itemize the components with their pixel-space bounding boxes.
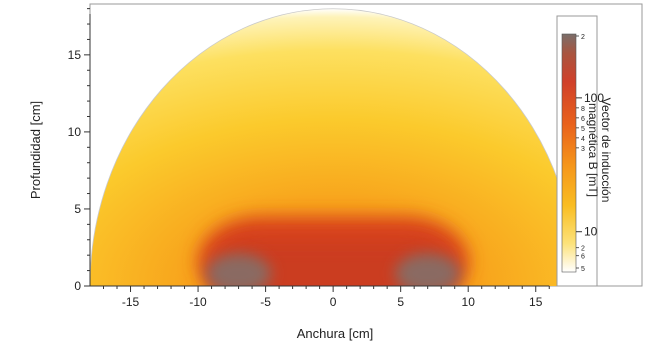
colorbar-minor-label: 4 (581, 136, 585, 143)
y-tick-label: 10 (68, 125, 82, 139)
colorbar-minor-label: 5 (581, 266, 585, 273)
colorbar-minor-label: 8 (581, 106, 585, 113)
colorbar-label-line-1: Vector de inducción (599, 98, 613, 203)
colorbar-minor-label: 2 (581, 246, 585, 253)
x-tick-label: 0 (330, 295, 337, 309)
y-tick-label: 5 (74, 202, 81, 216)
colorbar-minor-label: 3 (581, 146, 585, 153)
x-tick-label: -5 (260, 295, 271, 309)
x-tick-label: -10 (189, 295, 207, 309)
x-axis-ticks: -15 -10 -5 0 5 10 15 (103, 286, 550, 309)
colorbar-minor-label: 2 (581, 34, 585, 41)
colorbar-major-label: 100 (584, 91, 604, 105)
x-axis-label: Anchura [cm] (297, 326, 374, 341)
colorbar-label-line-2: magnética B [mT] (586, 103, 600, 197)
x-tick-label: 5 (397, 295, 404, 309)
field-boundary (89, 8, 577, 287)
colorbar-minor-label: 5 (581, 126, 585, 133)
colorbar-minor-label: 6 (581, 116, 585, 123)
colorbar-label: Vector de inducción magnética B [mT] (586, 98, 613, 203)
x-tick-label: 10 (462, 295, 476, 309)
y-axis-label: Profundidad [cm] (28, 101, 43, 199)
colorbar-gradient (561, 33, 577, 273)
y-axis-ticks: 0 5 10 15 (68, 8, 90, 293)
y-tick-label: 15 (68, 48, 82, 62)
colorbar-minor-label: 6 (581, 254, 585, 261)
hotspot-left (206, 253, 271, 287)
x-tick-label: 15 (529, 295, 543, 309)
hotspot-right (395, 253, 461, 287)
y-tick-label: 0 (74, 279, 81, 293)
colorbar-major-label: 10 (584, 225, 598, 239)
mid-field-region (214, 240, 452, 287)
x-tick-label: -15 (122, 295, 140, 309)
field-map (90, 8, 577, 287)
